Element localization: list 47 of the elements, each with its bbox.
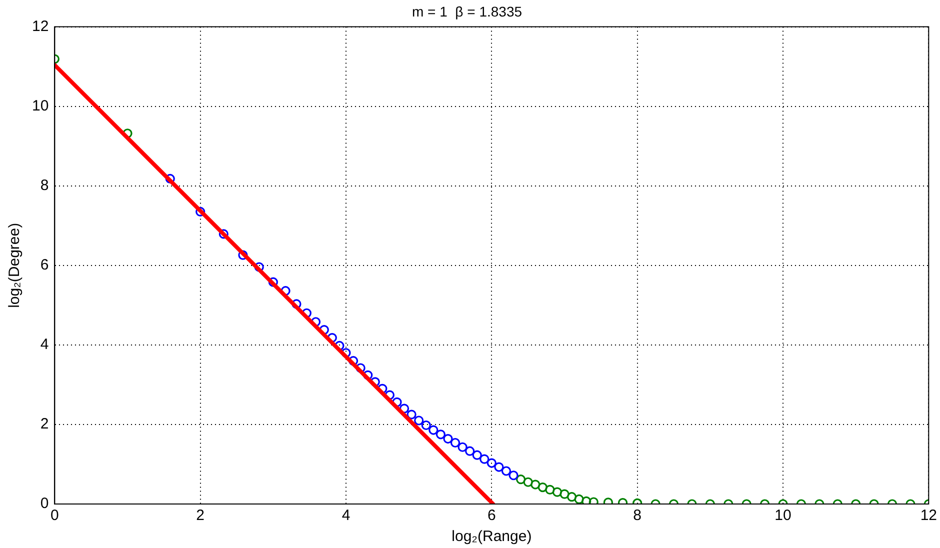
chart-title: m = 1 β = 1.8335 bbox=[412, 3, 522, 20]
point bbox=[472, 450, 482, 460]
x-tick-label: 6 bbox=[488, 507, 496, 524]
y-tick-label: 4 bbox=[40, 336, 49, 354]
y-tick-label: 0 bbox=[40, 495, 49, 512]
x-axis-title: log₂(Range) bbox=[452, 528, 532, 546]
point bbox=[508, 470, 518, 480]
point bbox=[552, 487, 562, 497]
point bbox=[268, 277, 278, 287]
point bbox=[450, 438, 460, 448]
point bbox=[196, 206, 206, 217]
point bbox=[566, 492, 577, 502]
point bbox=[523, 477, 533, 487]
point bbox=[458, 442, 468, 452]
point bbox=[465, 446, 475, 456]
point bbox=[480, 454, 490, 464]
point bbox=[428, 425, 438, 435]
y-tick-label: 10 bbox=[32, 97, 49, 114]
y-tick-label: 6 bbox=[40, 256, 49, 274]
y-tick-label: 12 bbox=[32, 18, 49, 35]
point bbox=[530, 480, 540, 490]
point bbox=[165, 174, 175, 184]
point bbox=[486, 458, 496, 468]
point bbox=[538, 482, 548, 492]
point bbox=[443, 434, 453, 444]
point bbox=[421, 420, 431, 430]
point bbox=[582, 496, 592, 504]
x-tick-label: 4 bbox=[342, 507, 350, 524]
point bbox=[560, 489, 570, 499]
x-tick-label: 10 bbox=[774, 507, 792, 524]
point bbox=[406, 410, 416, 420]
point bbox=[574, 494, 584, 504]
point bbox=[238, 250, 248, 260]
point bbox=[218, 229, 228, 239]
point bbox=[501, 466, 512, 476]
x-tick-label: 8 bbox=[633, 507, 642, 524]
x-tick-label: 12 bbox=[920, 507, 937, 524]
point bbox=[494, 462, 504, 472]
y-tick-label: 2 bbox=[40, 416, 49, 433]
point bbox=[414, 416, 424, 426]
point bbox=[436, 430, 446, 440]
point bbox=[516, 474, 526, 484]
x-tick-label: 2 bbox=[196, 507, 205, 524]
y-tick-label: 8 bbox=[40, 177, 49, 194]
y-axis-title: log₂(Degree) bbox=[6, 222, 24, 308]
point bbox=[545, 484, 555, 494]
point bbox=[254, 262, 264, 272]
